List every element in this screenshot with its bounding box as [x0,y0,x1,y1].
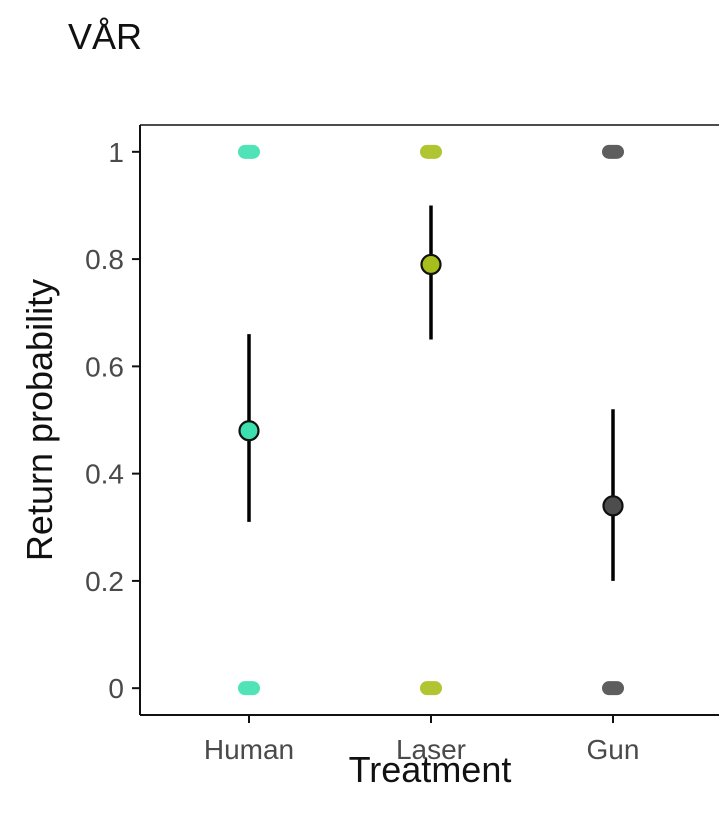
raw-observation-laser [420,681,442,696]
y-tick-label: 0.2 [85,566,124,597]
x-tick-label: Laser [396,734,466,765]
x-tick-label: Gun [587,734,640,765]
estimate-point-gun [602,495,624,517]
y-tick-label: 1 [108,137,124,168]
y-tick-label: 0.6 [85,351,124,382]
estimate-point-layer [238,253,624,517]
y-ticks: 0 0.2 0.4 0.6 0.8 1 [85,137,140,704]
raw-observation-gun [602,681,624,696]
x-ticks: Human Laser Gun [204,715,640,765]
y-tick-label: 0 [108,673,124,704]
raw-observation-laser [420,144,442,159]
page-label: VÅR [68,16,143,57]
x-axis-title: Treatment [349,749,512,790]
estimate-point-human [238,420,260,442]
y-axis-title: Return probability [19,279,60,561]
raw-observation-human [238,681,260,696]
x-tick-label: Human [204,734,294,765]
axes-layer [139,124,719,716]
estimate-point-laser [420,253,442,276]
raw-data-layer [238,144,624,696]
y-tick-label: 0.4 [85,459,124,490]
y-tick-label: 0.8 [85,244,124,275]
raw-observation-human [238,144,260,159]
raw-observation-gun [602,144,624,159]
